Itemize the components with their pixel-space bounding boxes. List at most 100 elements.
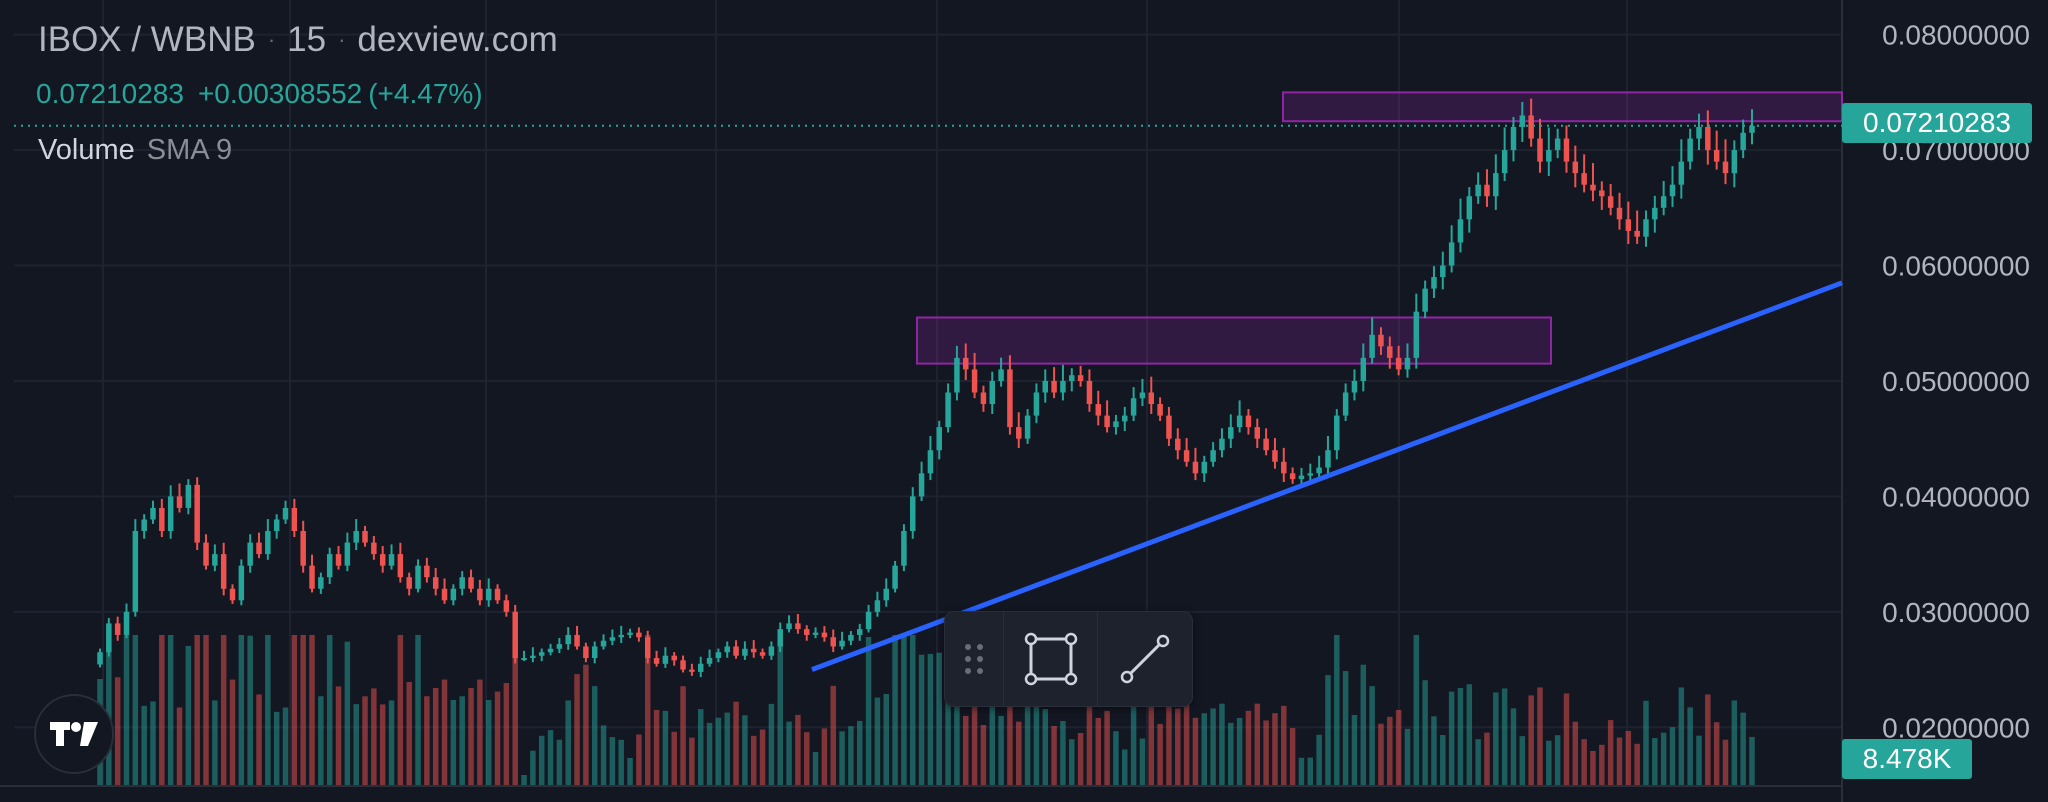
candle	[1130, 398, 1137, 416]
price-change-pct: (+4.47%)	[368, 78, 483, 109]
volume-bar	[697, 709, 704, 785]
candle	[1051, 380, 1057, 393]
volume-bar	[1369, 686, 1375, 785]
candle	[1351, 380, 1358, 393]
candle	[821, 632, 828, 638]
candle	[1289, 473, 1296, 480]
volume-bar	[229, 679, 236, 785]
drag-grip-icon[interactable]	[945, 612, 1004, 706]
volume-bar	[1342, 671, 1349, 785]
volume-bar	[600, 725, 607, 785]
volume-bar	[821, 728, 828, 785]
candle	[194, 484, 200, 543]
volume-bar	[1183, 701, 1190, 785]
candle	[1157, 404, 1163, 416]
volume-bar	[1325, 675, 1331, 785]
volume-bar	[1316, 734, 1322, 785]
candle	[1183, 450, 1190, 462]
candle	[1740, 132, 1746, 151]
volume-bar	[379, 704, 386, 785]
candle	[671, 655, 677, 661]
candle	[1219, 438, 1225, 451]
volume-legend[interactable]: Volume SMA 9	[38, 134, 232, 167]
candle	[1325, 450, 1331, 468]
volume-bar	[1705, 694, 1711, 785]
volume-bar	[1643, 700, 1649, 785]
candle	[989, 380, 995, 405]
volume-bar	[220, 635, 227, 785]
candle	[1731, 150, 1738, 174]
candle	[424, 565, 430, 578]
candle	[1254, 427, 1261, 439]
volume-bar	[653, 709, 660, 785]
volume-bar	[583, 664, 589, 785]
candle	[1263, 438, 1269, 451]
candle	[1228, 427, 1234, 439]
candle	[1369, 334, 1375, 358]
resistance-zone	[916, 316, 1552, 365]
volume-bar	[273, 711, 280, 785]
volume-bar	[1431, 716, 1437, 785]
volume-bar	[556, 739, 563, 785]
candle	[247, 542, 253, 566]
volume-bar	[1245, 710, 1252, 785]
volume-bar	[194, 635, 200, 785]
volume-bar	[1625, 730, 1632, 785]
candle	[910, 496, 916, 532]
candle	[176, 496, 183, 508]
candle	[636, 632, 642, 638]
volume-bar	[1201, 713, 1208, 785]
candle	[503, 600, 510, 612]
volume-bar	[1546, 740, 1552, 785]
candle	[167, 496, 174, 532]
rectangle-tool-button[interactable]	[1004, 612, 1099, 706]
candle	[335, 554, 342, 566]
volume-bar	[415, 635, 421, 785]
candle	[203, 542, 209, 566]
candle	[954, 357, 960, 393]
candle	[97, 652, 103, 665]
volume-bar	[1360, 664, 1367, 785]
volume-bar	[212, 700, 218, 785]
candle	[1696, 126, 1702, 139]
candle	[591, 646, 598, 659]
volume-bar	[424, 696, 430, 785]
volume-bar	[918, 654, 925, 785]
tradingview-logo-icon[interactable]	[34, 694, 114, 774]
volume-bar	[883, 694, 889, 785]
volume-bar	[1263, 720, 1269, 785]
volume-bar	[750, 735, 757, 785]
volume-bar	[300, 635, 306, 785]
candle	[415, 565, 421, 589]
volume-bar	[309, 635, 315, 785]
volume-bar	[724, 712, 730, 785]
volume-bar	[1660, 732, 1667, 785]
candle	[530, 655, 536, 659]
candle	[1395, 357, 1402, 370]
volume-bar	[742, 715, 748, 785]
candle	[945, 392, 951, 428]
volume-bar	[671, 731, 677, 785]
volume-bar	[1466, 684, 1473, 785]
candle	[1713, 150, 1720, 162]
volume-bar	[388, 700, 395, 785]
volume-bar	[609, 737, 616, 785]
candle	[1113, 421, 1119, 428]
candle	[468, 577, 474, 589]
candle	[936, 427, 942, 451]
volume-bar	[485, 700, 492, 785]
volume-bar	[803, 732, 810, 785]
candle	[123, 611, 130, 635]
candle	[326, 554, 333, 578]
separator-dot: ·	[338, 27, 346, 52]
volume-bar	[1572, 721, 1579, 785]
candle	[1175, 438, 1181, 451]
line-tool-button[interactable]	[1098, 612, 1192, 706]
candle	[114, 623, 121, 635]
candle	[1678, 161, 1685, 185]
candle	[733, 646, 739, 656]
candle	[1086, 380, 1093, 405]
volume-bar	[857, 720, 863, 785]
volume-bar	[1422, 680, 1428, 785]
line-tool-icon	[1120, 634, 1170, 684]
